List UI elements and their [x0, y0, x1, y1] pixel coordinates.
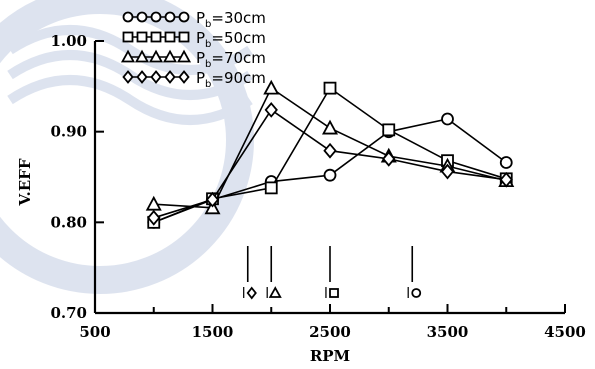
data-point	[264, 102, 278, 118]
legend-label: Pb=90cm	[196, 69, 266, 90]
legend-marker	[136, 31, 148, 43]
y-tick-label: 0.80	[50, 213, 87, 231]
annotation-marker	[246, 286, 257, 300]
legend-marker	[134, 49, 150, 63]
legend-marker	[178, 11, 190, 23]
legend-marker	[178, 70, 190, 84]
legend-label: Pb=70cm	[196, 49, 266, 70]
legend-label: Pb=30cm	[196, 9, 266, 30]
annotation-marker	[329, 288, 339, 298]
legend-label: Pb=50cm	[196, 29, 266, 50]
legend-marker	[122, 70, 134, 84]
data-point	[440, 163, 455, 180]
data-point	[205, 191, 220, 208]
legend-marker	[148, 49, 164, 63]
legend-marker	[178, 31, 190, 43]
x-tick-label: 500	[79, 323, 110, 341]
annotation-label: l	[265, 286, 269, 302]
x-tick-label: 2500	[309, 323, 351, 341]
data-point	[441, 112, 454, 126]
legend-marker	[164, 11, 176, 23]
legend-marker	[136, 70, 148, 84]
annotation-label: l	[242, 286, 246, 302]
x-tick-label: 3500	[427, 323, 469, 341]
series-layer	[145, 79, 515, 229]
data-point	[499, 156, 513, 169]
legend-marker	[164, 70, 176, 84]
legend-marker	[136, 11, 148, 23]
legend-item: Pb=90cm	[122, 69, 266, 90]
annotation-marker	[411, 288, 422, 298]
annotation-label: l	[406, 286, 410, 302]
data-point	[323, 168, 337, 182]
data-point	[323, 142, 337, 159]
legend-marker	[122, 31, 134, 43]
y-tick-label: 0.70	[50, 304, 87, 322]
data-point	[321, 119, 339, 135]
y-tick-label: 1.00	[50, 32, 87, 50]
x-ticks: 500 1500 2500 3500 4500	[79, 304, 586, 341]
x-tick-label: 1500	[192, 323, 234, 341]
y-axis-title: V.EFF	[16, 158, 34, 206]
legend-marker	[150, 31, 162, 43]
legend-item: Pb=70cm	[120, 49, 266, 70]
data-point	[263, 79, 280, 95]
y-tick-label: 0.90	[50, 123, 87, 141]
legend-marker	[164, 31, 176, 43]
legend-marker	[176, 49, 192, 63]
legend-marker	[150, 11, 162, 23]
annotation-label: l	[324, 286, 328, 302]
data-point	[382, 150, 396, 167]
data-point	[323, 81, 337, 95]
series-diamond	[147, 102, 513, 226]
y-ticks: 0.70 0.80 0.90 1.00	[50, 32, 104, 322]
legend-marker	[150, 70, 162, 84]
data-point	[499, 171, 513, 188]
data-point	[382, 123, 396, 137]
x-axis-title: RPM	[310, 347, 350, 365]
annotation-marker	[268, 286, 282, 298]
legend-marker	[162, 49, 178, 63]
legend-item: Pb=30cm	[122, 9, 266, 30]
legend-marker	[122, 11, 134, 23]
data-point	[147, 209, 161, 226]
data-point	[264, 181, 278, 195]
legend-marker	[120, 49, 136, 63]
legend-item: Pb=50cm	[122, 29, 266, 50]
data-point	[145, 195, 162, 211]
x-tick-label: 4500	[544, 323, 586, 341]
